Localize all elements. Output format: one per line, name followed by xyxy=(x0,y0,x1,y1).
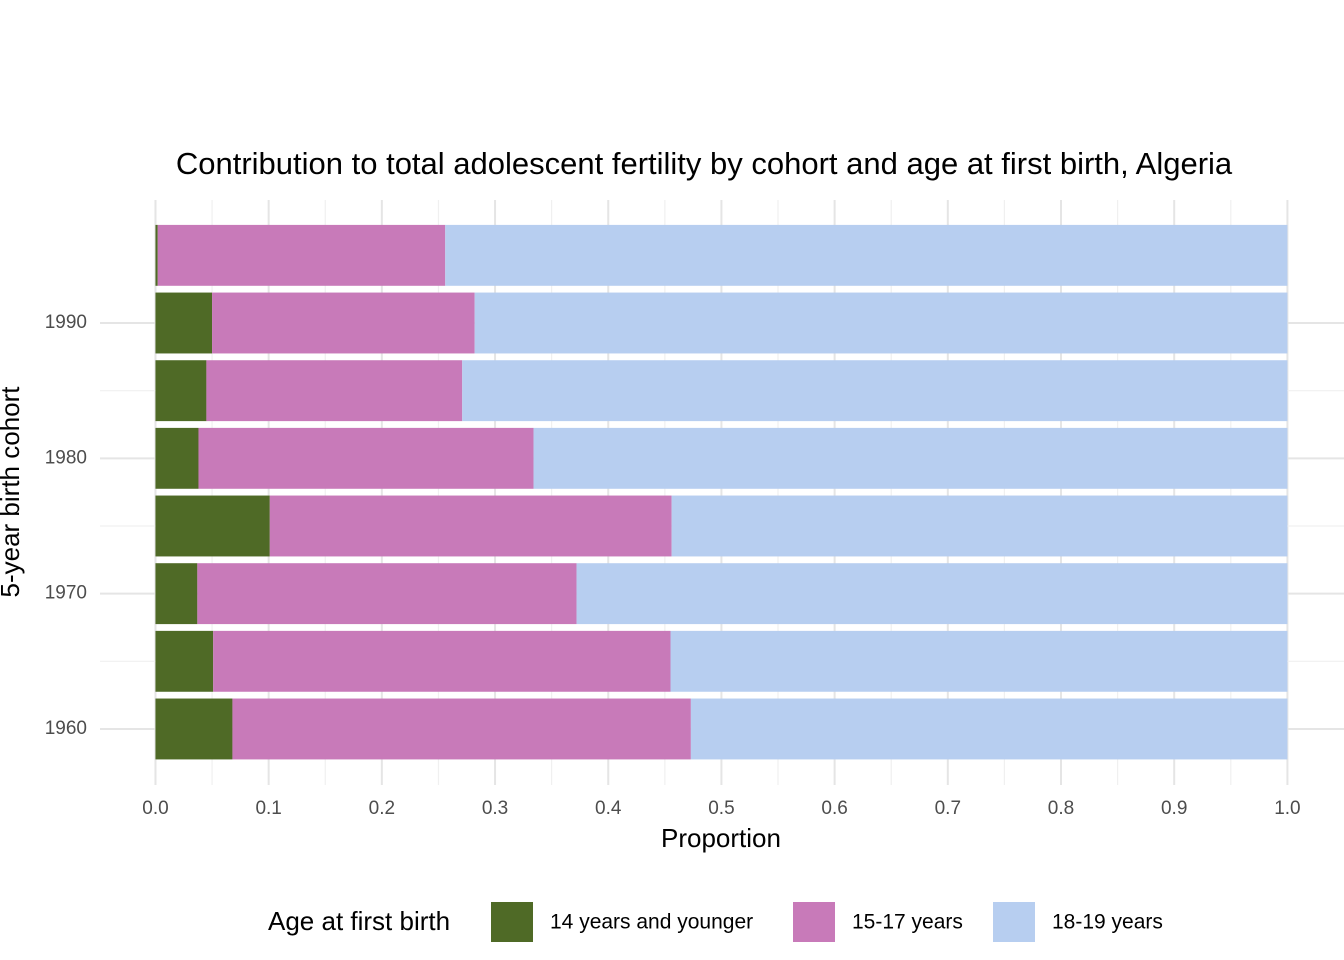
bar-segment xyxy=(670,630,1288,692)
y-tick-label: 1970 xyxy=(45,583,87,604)
x-axis-title: Proportion xyxy=(661,823,781,853)
x-tick-label: 1.0 xyxy=(1274,798,1300,819)
bar-segment xyxy=(533,427,1288,489)
bar-segment xyxy=(155,630,214,692)
legend-label: 18-19 years xyxy=(1052,911,1163,934)
x-tick-label: 0.4 xyxy=(595,798,622,819)
bar-segment xyxy=(212,292,475,354)
bar-segment xyxy=(576,563,1288,625)
x-tick-label: 0.5 xyxy=(708,798,734,819)
y-tick-label: 1990 xyxy=(45,312,87,333)
bar-segment xyxy=(445,224,1288,286)
bar-segment xyxy=(155,563,198,625)
bar-segment xyxy=(155,360,207,422)
bar-segment xyxy=(155,292,213,354)
legend-swatch xyxy=(793,902,835,942)
x-tick-label: 0.0 xyxy=(142,798,168,819)
bar-segment xyxy=(155,427,199,489)
bar-segment xyxy=(206,360,463,422)
legend-swatch xyxy=(491,902,533,942)
bar-segment xyxy=(269,495,672,557)
x-tick-label: 0.6 xyxy=(821,798,847,819)
chart-title: Contribution to total adolescent fertili… xyxy=(176,146,1233,181)
bar-segment xyxy=(197,563,577,625)
x-tick-label: 0.9 xyxy=(1161,798,1187,819)
x-tick-label: 0.3 xyxy=(482,798,508,819)
bar-segment xyxy=(213,630,671,692)
bar-segment xyxy=(155,495,270,557)
y-axis-title: 5-year birth cohort xyxy=(0,386,25,598)
bar-segment xyxy=(690,698,1288,760)
bar-segment xyxy=(198,427,534,489)
x-tick-label: 0.2 xyxy=(369,798,395,819)
legend-title: Age at first birth xyxy=(268,906,450,936)
bar-segment xyxy=(474,292,1288,354)
bars xyxy=(155,224,1288,760)
bar-segment xyxy=(155,224,158,286)
bar-segment xyxy=(462,360,1288,422)
legend-label: 15-17 years xyxy=(852,911,963,934)
bar-segment xyxy=(157,224,446,286)
x-tick-label: 0.1 xyxy=(255,798,281,819)
legend: 14 years and younger 15-17 years 18-19 yea… xyxy=(491,902,1163,942)
bar-segment xyxy=(232,698,691,760)
legend-swatch xyxy=(993,902,1035,942)
x-tick-label: 0.7 xyxy=(935,798,961,819)
x-tick-label: 0.8 xyxy=(1048,798,1074,819)
legend-label: 14 years and younger xyxy=(550,911,753,934)
grid xyxy=(100,200,1344,785)
bar-segment xyxy=(671,495,1288,557)
y-tick-label: 1980 xyxy=(45,447,87,468)
y-tick-label: 1960 xyxy=(45,718,87,739)
bar-segment xyxy=(155,698,233,760)
